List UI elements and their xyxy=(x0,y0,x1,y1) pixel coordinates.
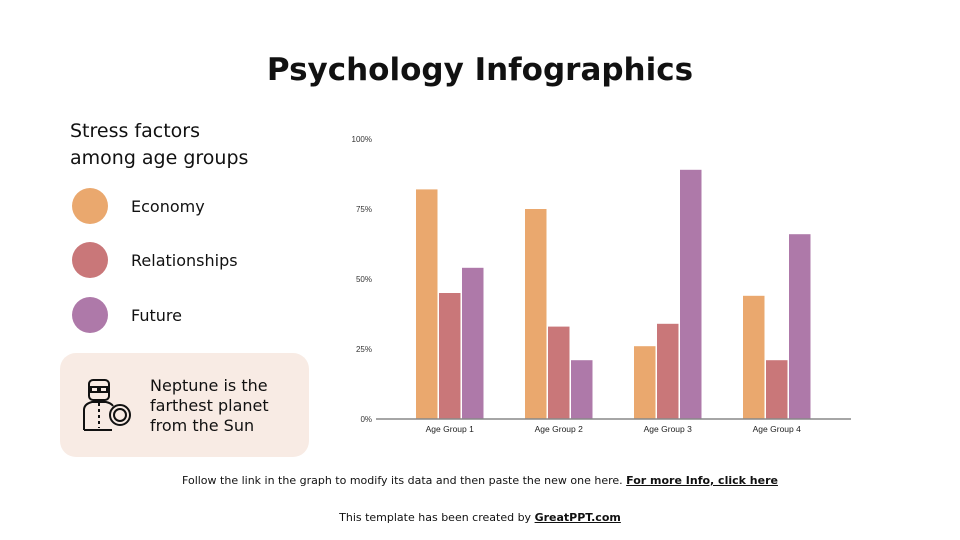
x-tick-label: Age Group 4 xyxy=(753,424,801,434)
legend-dot xyxy=(72,242,108,278)
chart-subtitle: Stress factors among age groups xyxy=(70,118,248,172)
y-tick-label: 0% xyxy=(360,415,372,424)
bar-future-2 xyxy=(571,360,593,419)
bar-relationships-4 xyxy=(766,360,788,419)
x-tick-label: Age Group 2 xyxy=(535,424,583,434)
credit-text: This template has been created by xyxy=(339,511,532,524)
legend-dot xyxy=(72,297,108,333)
legend-economy: Economy xyxy=(72,188,205,224)
bar-economy-3 xyxy=(634,346,656,419)
y-tick-label: 25% xyxy=(356,345,372,354)
card-text-line: from the Sun xyxy=(150,416,255,435)
y-tick-label: 50% xyxy=(356,275,372,284)
card-text-line: Neptune is the xyxy=(150,376,268,395)
more-info-link[interactable]: For more Info, click here xyxy=(626,474,778,487)
subtitle-line: among age groups xyxy=(70,147,249,169)
greatppt-link[interactable]: GreatPPT.com xyxy=(534,511,621,524)
legend-dot xyxy=(72,188,108,224)
bar-relationships-3 xyxy=(657,323,679,419)
bar-economy-1 xyxy=(416,189,438,419)
x-tick-label: Age Group 3 xyxy=(644,424,692,434)
bar-economy-4 xyxy=(743,295,765,419)
doctor-with-smiley-icon xyxy=(83,379,131,431)
page-title: Psychology Infographics xyxy=(266,52,694,88)
legend-label: Relationships xyxy=(131,250,238,270)
bar-relationships-1 xyxy=(439,293,461,419)
bar-future-3 xyxy=(680,169,702,419)
footer-note: Follow the link in the graph to modify i… xyxy=(0,474,960,487)
info-card: Neptune is the farthest planet from the … xyxy=(60,353,309,457)
bar-future-1 xyxy=(462,267,484,419)
footer-text: Follow the link in the graph to modify i… xyxy=(182,474,623,487)
subtitle-line: Stress factors xyxy=(70,120,200,142)
legend-label: Future xyxy=(131,305,182,325)
legend-relationships: Relationships xyxy=(72,242,238,278)
bar-relationships-2 xyxy=(548,326,570,419)
bar-future-4 xyxy=(789,234,811,419)
card-text-line: farthest planet xyxy=(150,396,269,415)
x-tick-label: Age Group 1 xyxy=(426,424,474,434)
legend-future: Future xyxy=(72,297,182,333)
y-tick-label: 100% xyxy=(352,135,372,144)
credit-note: This template has been created by GreatP… xyxy=(0,511,960,524)
bar-chart: 0% 25% 50% 75% 100% Age Group 1 Age Group 2 Age… xyxy=(352,135,851,434)
y-tick-label: 75% xyxy=(356,205,372,214)
legend-label: Economy xyxy=(131,196,205,216)
bar-economy-2 xyxy=(525,209,547,419)
